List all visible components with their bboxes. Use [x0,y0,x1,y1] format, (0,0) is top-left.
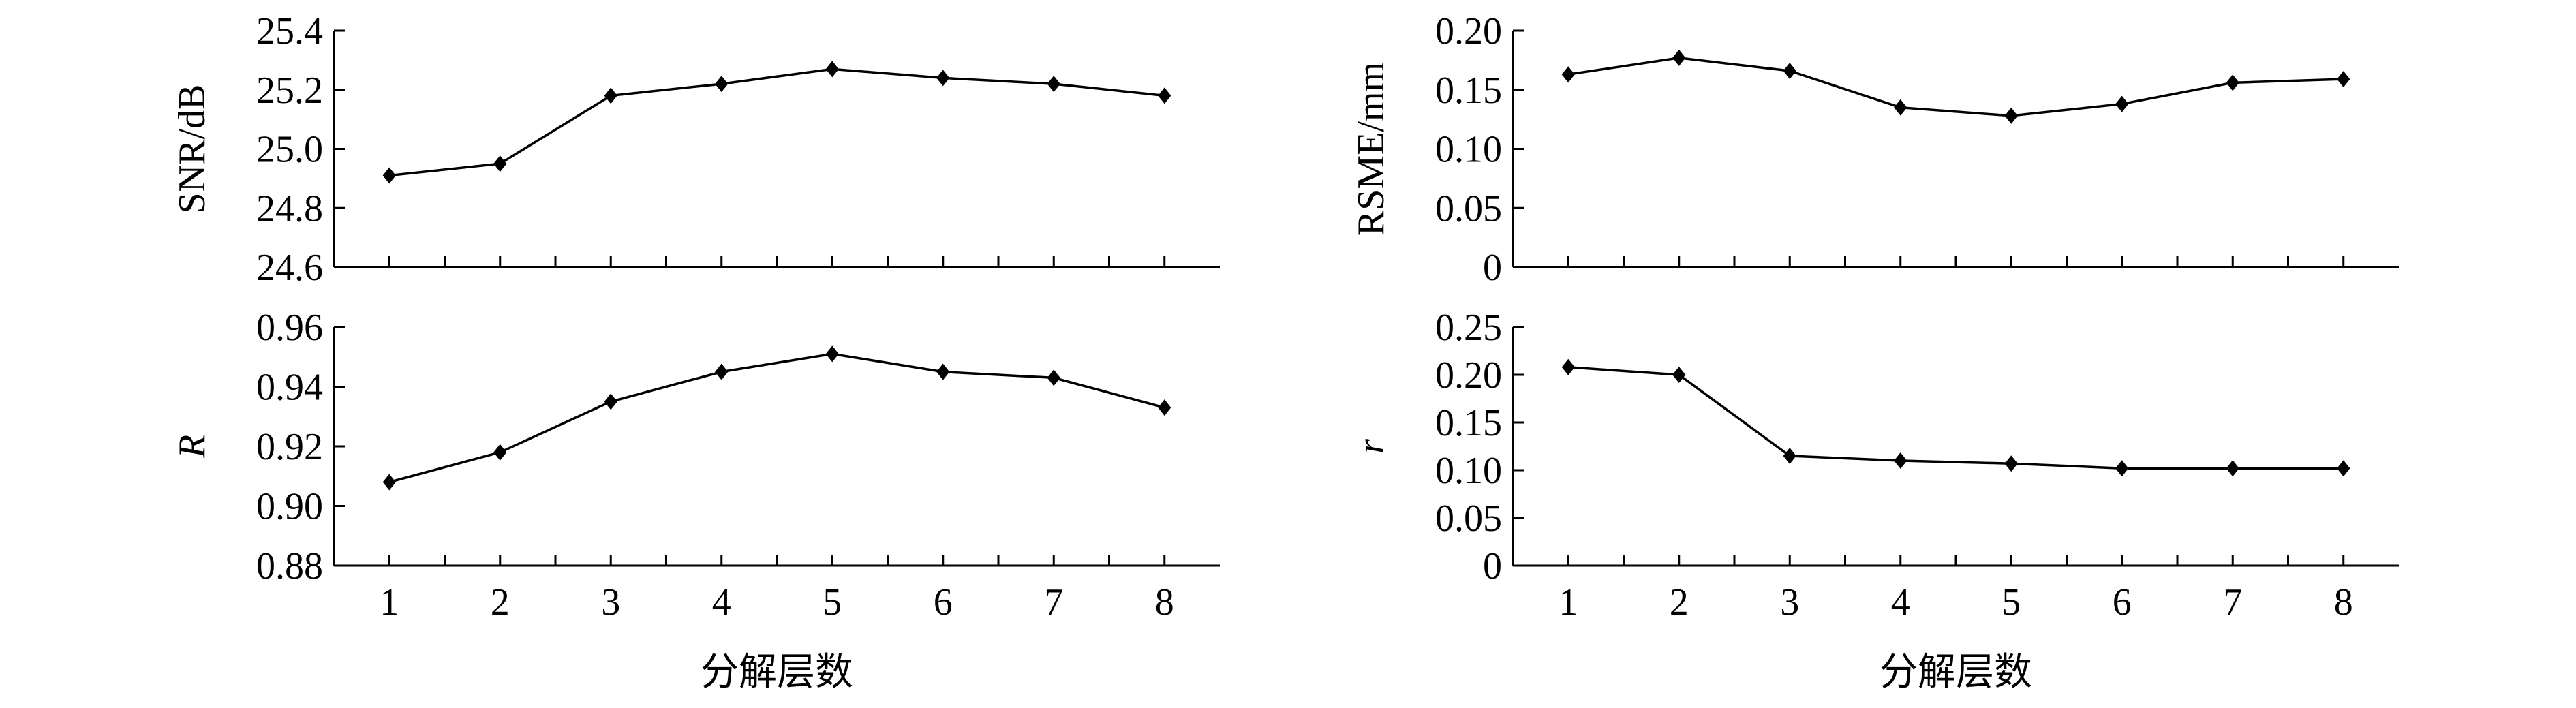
small-r-data-point [1561,358,1575,375]
r-y-tick-label: 0.88 [256,545,323,587]
small-r-y-tick-label: 0.25 [1435,307,1502,349]
small-r-series-line [1568,366,2344,470]
rsme-data-point [2337,71,2350,88]
small-r-x-axis-label: 分解层数 [1880,651,2032,694]
r-x-tick-label: 7 [1044,581,1063,624]
small-r-y-axis-label: r [1350,439,1392,454]
rsme-y-tick-label: 0.05 [1435,187,1502,230]
r-x-tick-label: 3 [601,581,620,624]
r-panel: 0.88 0.90 0.92 0.94 0.96 1 2 3 4 5 6 7 8 R 分解层数 [171,307,1220,694]
r-data-point [604,393,617,410]
r-series-line [388,352,1165,484]
snr-y-tick-label: 24.8 [256,187,323,230]
snr-series-line [389,67,1165,177]
small-r-x-tick-label: 5 [2002,581,2021,624]
rsme-panel: 0 0.05 0.10 0.15 0.20 RSME/mm [1350,10,2399,289]
r-data-point [825,345,839,363]
r-data-point [1158,399,1171,416]
r-x-tick-label: 6 [934,581,953,624]
small-r-x-tick-label: 6 [2113,581,2132,624]
r-data-point [493,444,507,461]
rsme-data-point [2226,74,2239,91]
rsme-data-point [2115,95,2129,112]
snr-data-point [936,70,950,87]
r-x-tick-label: 1 [380,581,399,624]
r-y-tick-label: 0.90 [256,486,323,528]
rsme-y-tick-label: 0 [1483,247,1502,289]
snr-data-point [1158,87,1171,104]
small-r-y-tick-label: 0.20 [1435,354,1502,397]
snr-y-tick-label: 25.2 [256,70,323,112]
r-data-point [715,363,729,380]
small-r-x-tick-label: 8 [2334,581,2353,624]
small-r-y-tick-label: 0.05 [1435,497,1502,540]
small-r-data-point [2337,460,2350,477]
snr-y-tick-label: 25.4 [256,10,323,52]
r-x-axis-label: 分解层数 [701,651,853,694]
snr-data-point [493,155,507,172]
r-x-tick-label: 8 [1155,581,1174,624]
small-r-data-point [2226,460,2239,477]
small-r-y-tick-label: 0 [1483,545,1502,587]
rsme-y-axis-label: RSME/mm [1350,62,1392,236]
r-x-tick-label: 5 [823,581,842,624]
snr-panel: 24.6 24.8 25.0 25.2 25.4 SNR/dB [171,10,1220,289]
rsme-data-point [1783,62,1796,79]
small-r-data-point [1894,452,1907,469]
small-r-x-tick-label: 2 [1670,581,1689,624]
small-r-panel: 0 0.05 0.10 0.15 0.20 0.25 1 2 3 4 5 6 7 8 r 分解层数 [1350,307,2399,694]
snr-data-point [715,76,729,93]
snr-data-point [825,61,839,78]
r-data-point [1047,369,1060,386]
small-r-x-tick-label: 4 [1891,581,1910,624]
snr-data-point [382,167,396,184]
rsme-series-line [1567,57,2344,117]
r-y-tick-label: 0.94 [256,367,323,409]
rsme-y-tick-label: 0.10 [1435,129,1502,171]
r-x-tick-label: 4 [712,581,731,624]
rsme-data-point [2004,107,2018,124]
r-data-point [382,474,396,491]
small-r-x-tick-label: 1 [1559,581,1578,624]
rsme-y-tick-label: 0.20 [1435,10,1502,52]
r-y-tick-label: 0.96 [256,307,323,349]
small-r-x-tick-label: 7 [2223,581,2242,624]
snr-data-point [604,87,617,104]
r-y-axis-label: R [171,435,213,459]
snr-y-tick-label: 24.6 [256,247,323,289]
rsme-data-point [1672,49,1686,66]
small-r-data-point [2004,455,2018,472]
rsme-y-tick-label: 0.15 [1435,70,1502,112]
rsme-data-point [1561,66,1575,83]
snr-y-tick-label: 25.0 [256,129,323,171]
small-r-data-point [1783,448,1796,464]
small-r-y-tick-label: 0.10 [1435,450,1502,492]
small-r-data-point [2115,460,2129,477]
r-x-tick-label: 2 [491,581,510,624]
small-r-data-point [1672,367,1686,383]
r-y-tick-label: 0.92 [256,426,323,468]
snr-data-point [1047,76,1060,93]
small-r-x-tick-label: 3 [1780,581,1799,624]
rsme-data-point [1894,99,1907,116]
small-r-y-tick-label: 0.15 [1435,402,1502,444]
snr-y-axis-label: SNR/dB [171,84,213,214]
r-data-point [936,363,950,380]
